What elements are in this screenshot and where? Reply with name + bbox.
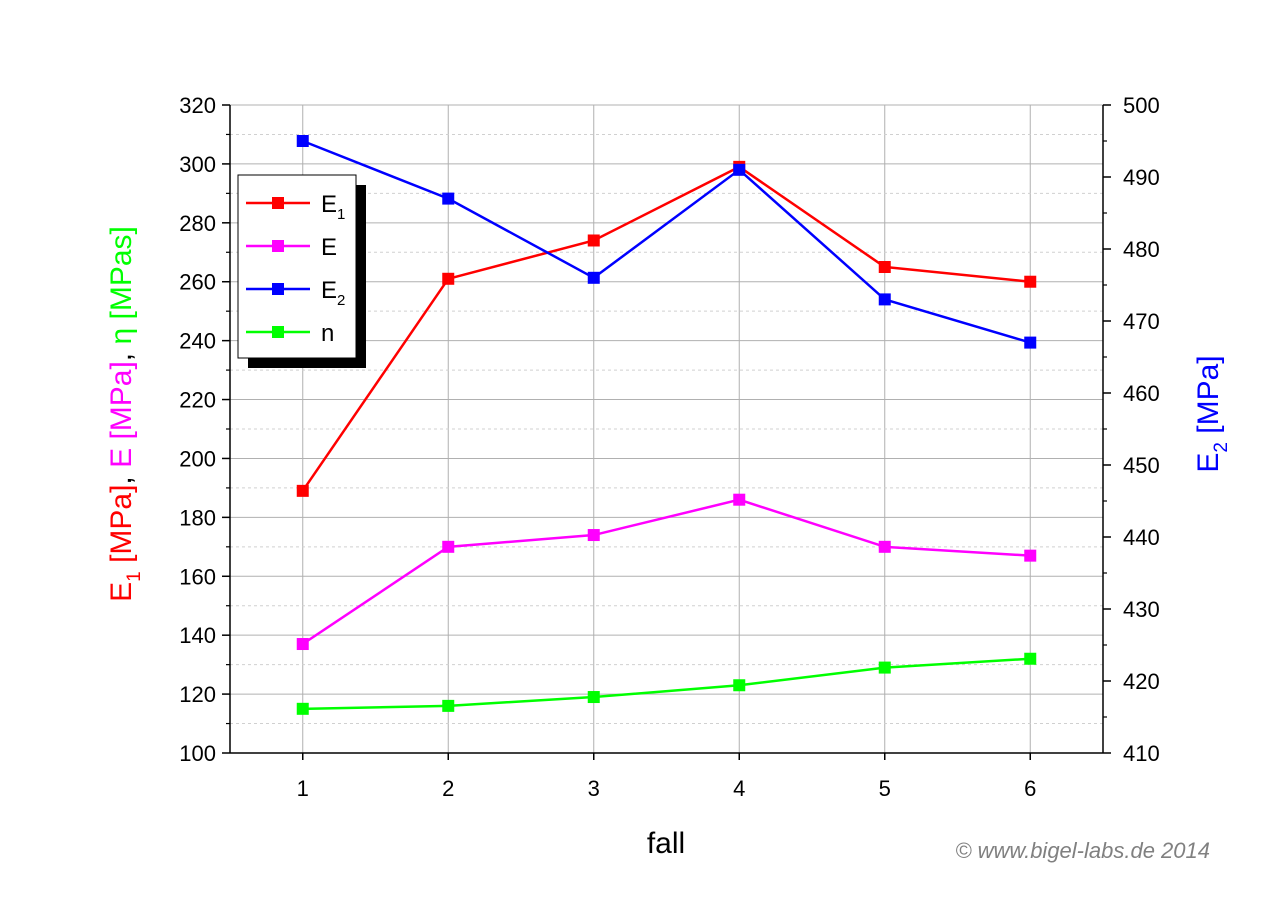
grid <box>230 104 1103 754</box>
series-point-1 <box>1024 549 1037 562</box>
series-point-2 <box>1024 336 1037 349</box>
series-point-3 <box>442 699 455 712</box>
legend-label: E <box>321 234 337 261</box>
series-point-3 <box>878 661 891 674</box>
series-point-0 <box>878 261 891 273</box>
y-tick-label-right: 420 <box>1123 669 1160 694</box>
series-point-3 <box>587 691 600 704</box>
x-tick-label: 5 <box>879 776 891 801</box>
y-tick-label-right: 440 <box>1123 525 1160 550</box>
y-tick-label-left: 120 <box>179 682 216 707</box>
series-point-2 <box>878 293 891 306</box>
series-point-0 <box>1024 275 1037 288</box>
legend-label: E1 <box>321 191 345 223</box>
y-tick-label-left: 180 <box>179 505 216 530</box>
x-tick-label: 1 <box>297 776 309 801</box>
y-tick-label-right: 430 <box>1123 597 1160 622</box>
y-tick-label-left: 320 <box>179 93 216 118</box>
series-point-1 <box>733 493 746 506</box>
series-line-3 <box>302 657 1031 711</box>
ticks: 1 2 3 4 5 6 100 120 140 160 180 200 220 240 260 280 300 3… <box>179 93 1159 801</box>
y-axis-title-right: E2 [MPa] <box>1192 355 1232 472</box>
x-tick-label: 6 <box>1024 776 1036 801</box>
series-point-2 <box>296 135 309 147</box>
series-point-2 <box>587 271 600 284</box>
y-tick-label-right: 410 <box>1123 741 1160 766</box>
x-axis-title: fall <box>647 827 685 860</box>
y-tick-label-right: 450 <box>1123 453 1160 478</box>
y-tick-label-right: 490 <box>1123 165 1160 190</box>
y-tick-label-left: 200 <box>179 446 216 471</box>
series-point-0 <box>296 484 309 497</box>
legend-swatch-marker <box>272 326 284 338</box>
y-tick-label-right: 480 <box>1123 237 1160 262</box>
series-point-3 <box>733 679 746 692</box>
x-tick-label: 4 <box>733 776 745 801</box>
y-tick-label-right: 460 <box>1123 381 1160 406</box>
y-tick-label-left: 240 <box>179 329 216 354</box>
legend-swatch-marker <box>272 283 284 295</box>
series-line-2 <box>302 139 1031 344</box>
y-axis-title-left: E1 [MPa], E [MPa], η [MPas] <box>105 226 145 602</box>
y-tick-label-right: 470 <box>1123 309 1160 334</box>
legend-box <box>237 174 357 359</box>
series-point-3 <box>296 702 309 715</box>
series-point-1 <box>587 529 600 542</box>
y-tick-label-left: 100 <box>179 741 216 766</box>
legend: E1 E E2 n <box>237 174 366 368</box>
series-line-0 <box>301 165 1031 492</box>
x-tick-label: 3 <box>588 776 600 801</box>
y-tick-label-left: 280 <box>179 211 216 236</box>
y-tick-label-left: 300 <box>179 152 216 177</box>
series-point-0 <box>587 234 600 247</box>
y-tick-label-left: 260 <box>179 270 216 295</box>
credit-text: © www.bigel-labs.de 2014 <box>955 838 1210 863</box>
series-point-3 <box>1024 652 1037 665</box>
legend-label: E2 <box>321 277 345 309</box>
x-tick-label: 2 <box>442 776 454 801</box>
series-layer <box>296 135 1037 715</box>
series-point-2 <box>733 163 746 176</box>
legend-swatch-marker <box>272 197 284 209</box>
y-tick-label-left: 140 <box>179 623 216 648</box>
series-line-1 <box>302 498 1031 646</box>
legend-label: n <box>321 320 334 347</box>
series-point-1 <box>878 540 891 553</box>
series-point-0 <box>442 272 455 285</box>
y-tick-label-left: 220 <box>179 388 216 413</box>
series-point-2 <box>442 192 455 205</box>
y-tick-label-right: 500 <box>1123 93 1160 118</box>
legend-swatch-marker <box>272 240 284 252</box>
y-tick-label-left: 160 <box>179 564 216 589</box>
series-point-1 <box>442 540 455 553</box>
series-point-1 <box>296 638 309 651</box>
